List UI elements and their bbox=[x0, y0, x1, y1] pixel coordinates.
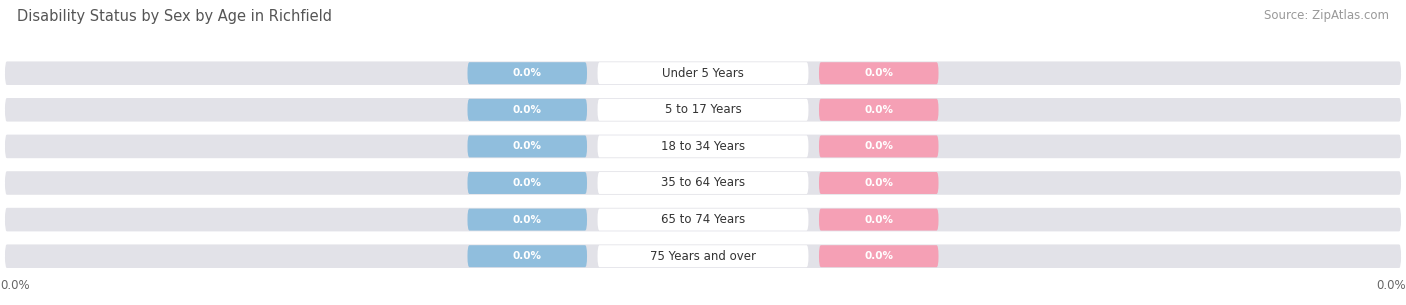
FancyBboxPatch shape bbox=[3, 97, 1403, 123]
FancyBboxPatch shape bbox=[818, 172, 939, 194]
Text: 0.0%: 0.0% bbox=[0, 279, 30, 292]
Text: Disability Status by Sex by Age in Richfield: Disability Status by Sex by Age in Richf… bbox=[17, 9, 332, 24]
Text: 65 to 74 Years: 65 to 74 Years bbox=[661, 213, 745, 226]
Text: 0.0%: 0.0% bbox=[513, 215, 541, 224]
FancyBboxPatch shape bbox=[598, 245, 808, 267]
FancyBboxPatch shape bbox=[467, 99, 588, 121]
FancyBboxPatch shape bbox=[598, 172, 808, 194]
FancyBboxPatch shape bbox=[598, 62, 808, 84]
FancyBboxPatch shape bbox=[3, 243, 1403, 269]
Text: 0.0%: 0.0% bbox=[865, 178, 893, 188]
FancyBboxPatch shape bbox=[3, 206, 1403, 233]
Text: 0.0%: 0.0% bbox=[865, 68, 893, 78]
Text: 0.0%: 0.0% bbox=[513, 142, 541, 151]
Text: 0.0%: 0.0% bbox=[865, 251, 893, 261]
Text: 0.0%: 0.0% bbox=[513, 68, 541, 78]
Text: 0.0%: 0.0% bbox=[513, 178, 541, 188]
Text: 0.0%: 0.0% bbox=[865, 142, 893, 151]
Text: 0.0%: 0.0% bbox=[865, 105, 893, 115]
FancyBboxPatch shape bbox=[3, 60, 1403, 86]
FancyBboxPatch shape bbox=[467, 172, 588, 194]
FancyBboxPatch shape bbox=[818, 62, 939, 84]
FancyBboxPatch shape bbox=[467, 245, 588, 267]
FancyBboxPatch shape bbox=[818, 245, 939, 267]
Text: 0.0%: 0.0% bbox=[513, 251, 541, 261]
FancyBboxPatch shape bbox=[467, 62, 588, 84]
Text: 0.0%: 0.0% bbox=[1376, 279, 1406, 292]
FancyBboxPatch shape bbox=[818, 135, 939, 157]
Text: 75 Years and over: 75 Years and over bbox=[650, 250, 756, 263]
Text: 35 to 64 Years: 35 to 64 Years bbox=[661, 177, 745, 189]
FancyBboxPatch shape bbox=[598, 209, 808, 231]
Text: Source: ZipAtlas.com: Source: ZipAtlas.com bbox=[1264, 9, 1389, 22]
FancyBboxPatch shape bbox=[818, 209, 939, 231]
FancyBboxPatch shape bbox=[467, 135, 588, 157]
FancyBboxPatch shape bbox=[3, 170, 1403, 196]
Text: 0.0%: 0.0% bbox=[513, 105, 541, 115]
Text: Under 5 Years: Under 5 Years bbox=[662, 67, 744, 80]
Text: 18 to 34 Years: 18 to 34 Years bbox=[661, 140, 745, 153]
FancyBboxPatch shape bbox=[818, 99, 939, 121]
FancyBboxPatch shape bbox=[467, 209, 588, 231]
Text: 0.0%: 0.0% bbox=[865, 215, 893, 224]
Text: 5 to 17 Years: 5 to 17 Years bbox=[665, 103, 741, 116]
FancyBboxPatch shape bbox=[598, 135, 808, 157]
FancyBboxPatch shape bbox=[598, 99, 808, 121]
FancyBboxPatch shape bbox=[3, 133, 1403, 160]
